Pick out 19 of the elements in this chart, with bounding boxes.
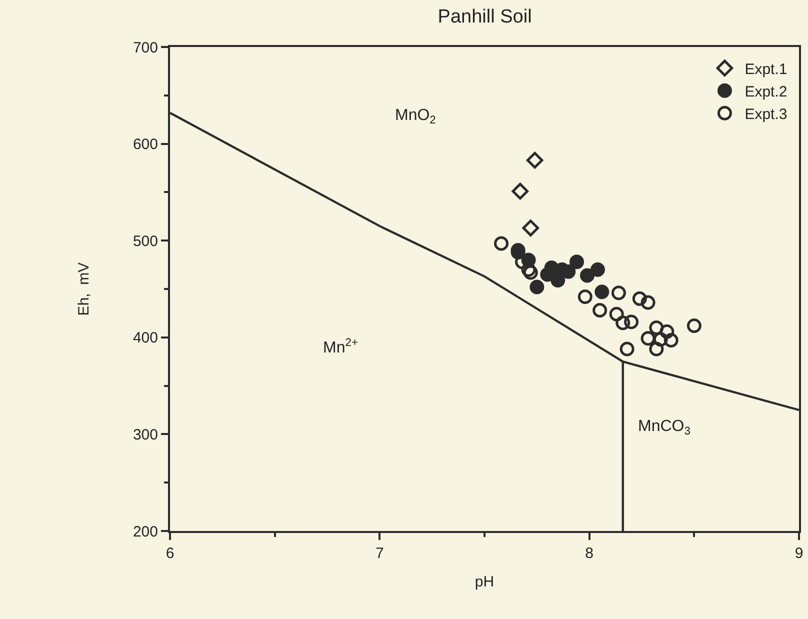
y-tick-label: 700	[132, 39, 158, 56]
x-tick-label: 7	[376, 545, 384, 562]
annotation: MnCO$_{3}$	[638, 418, 690, 438]
legend-label: Expt.2	[744, 83, 788, 100]
x-tick-label: 6	[166, 545, 174, 562]
y-axis-title: Eh, mV	[76, 262, 93, 316]
y-tick-label: 200	[132, 523, 158, 540]
y-tick-label: 300	[132, 426, 158, 444]
y-tick-label: 400	[132, 330, 158, 347]
x-tick-label: 8	[585, 545, 594, 562]
legend-label: Expt.1	[744, 60, 788, 78]
chart-title: Panhill Soil	[438, 6, 532, 28]
x-tick-label: 9	[794, 545, 804, 562]
y-tick-label: 500	[132, 232, 158, 250]
legend-label: Expt.3	[744, 106, 788, 123]
y-tick-label: 600	[132, 136, 158, 154]
annotation: MnO$_{2}$	[395, 107, 436, 126]
annotation: Mn$^{2+}$	[323, 337, 358, 357]
x-axis-title: pH	[474, 574, 494, 590]
